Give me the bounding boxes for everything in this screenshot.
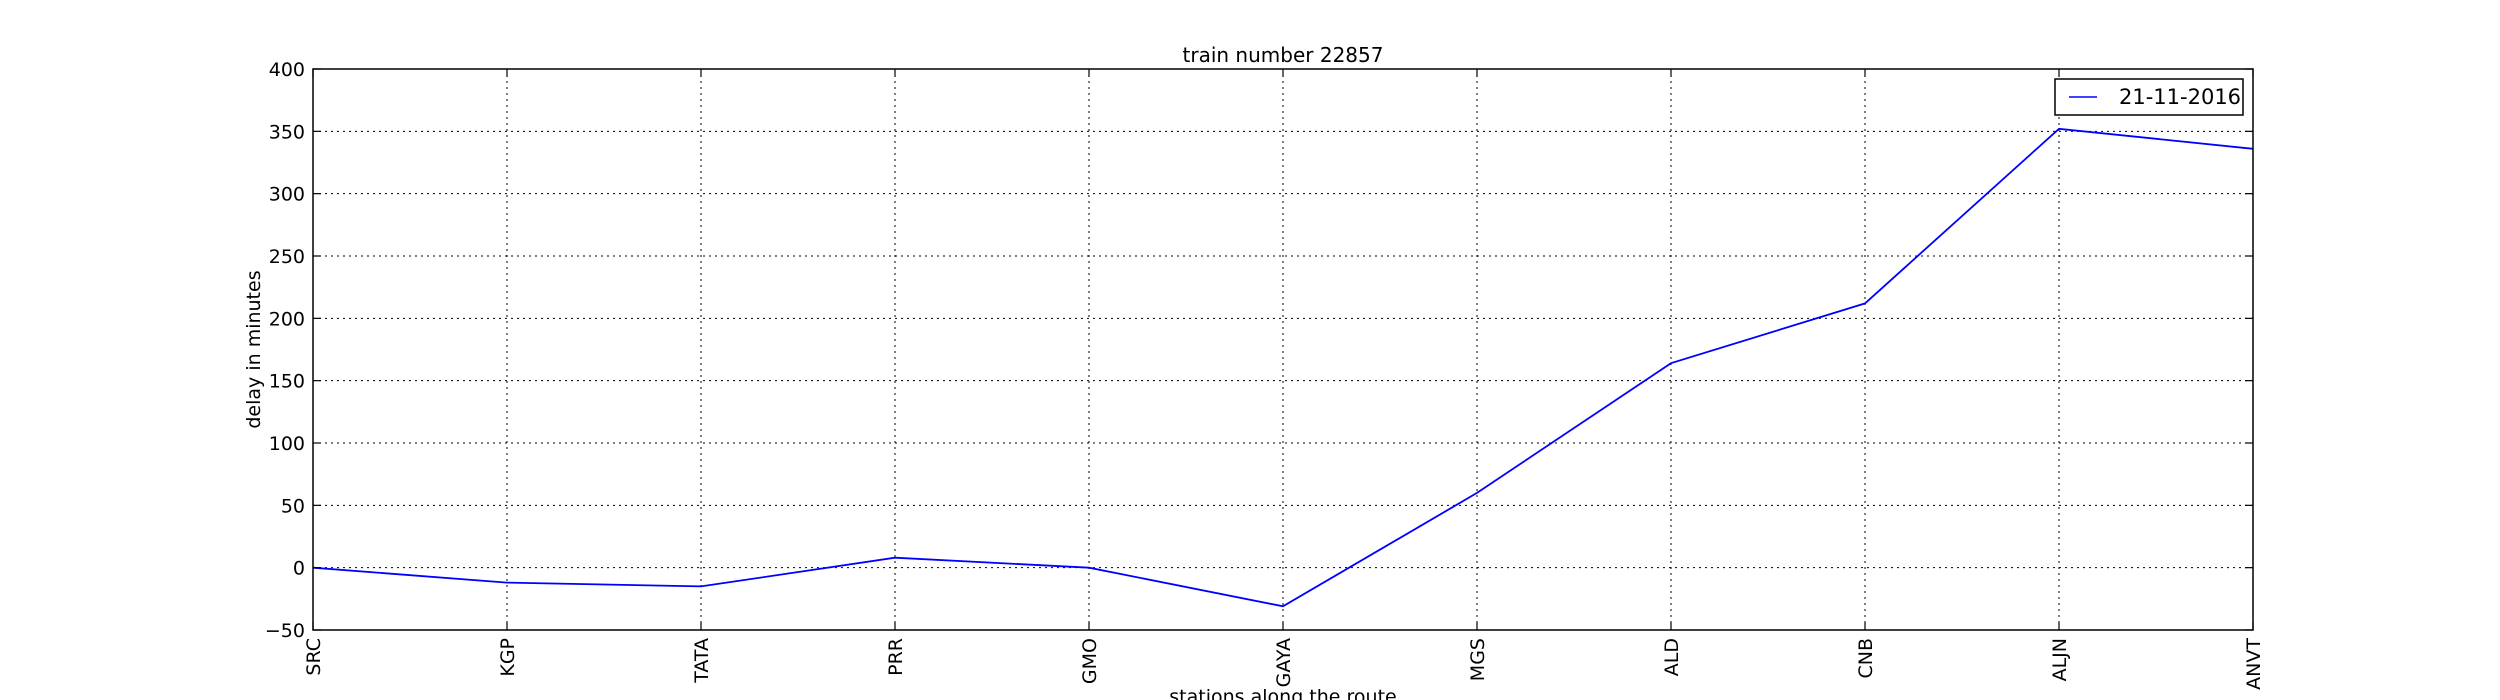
y-tick-label: 300 (269, 184, 305, 206)
y-tick-label: −50 (265, 620, 305, 642)
y-axis: −50 0 50 100 150 200 250 300 350 400 (265, 59, 2253, 642)
y-tick-label: 150 (269, 371, 305, 393)
grid (313, 68, 2253, 631)
x-tick-label: ALD (1661, 638, 1683, 676)
x-tick-label: GAYA (1273, 638, 1295, 687)
x-tick-label: PRR (885, 638, 907, 676)
x-axis: SRC KGP TATA PRR GMO GAYA MGS ALD CNB ALJN ANVT (303, 69, 2265, 690)
x-tick-label: KGP (497, 638, 519, 677)
x-tick-label: ALJN (2049, 638, 2071, 681)
y-tick-label: 250 (269, 246, 305, 268)
x-tick-label: ANVT (2243, 638, 2265, 690)
y-tick-label: 100 (269, 433, 305, 455)
legend: 21-11-2016 (2054, 78, 2244, 116)
x-axis-title: stations along the route (1169, 686, 1396, 700)
y-tick-label: 200 (269, 308, 305, 330)
x-tick-label: CNB (1855, 638, 1877, 679)
x-tick-label: TATA (691, 638, 713, 684)
series-line (312, 127, 2254, 608)
chart-title: train number 22857 (1183, 43, 1384, 67)
y-tick-label: 0 (293, 558, 305, 580)
x-tick-label: GMO (1079, 638, 1101, 684)
series-layer (312, 127, 2254, 608)
y-tick-label: 400 (269, 59, 305, 81)
x-tick-label: SRC (303, 638, 325, 676)
y-axis-title: delay in minutes (243, 270, 265, 428)
y-tick-label: 50 (281, 495, 305, 517)
y-tick-label: 350 (269, 121, 305, 143)
legend-label: 21-11-2016 (2119, 85, 2241, 109)
x-tick-label: MGS (1467, 638, 1489, 681)
